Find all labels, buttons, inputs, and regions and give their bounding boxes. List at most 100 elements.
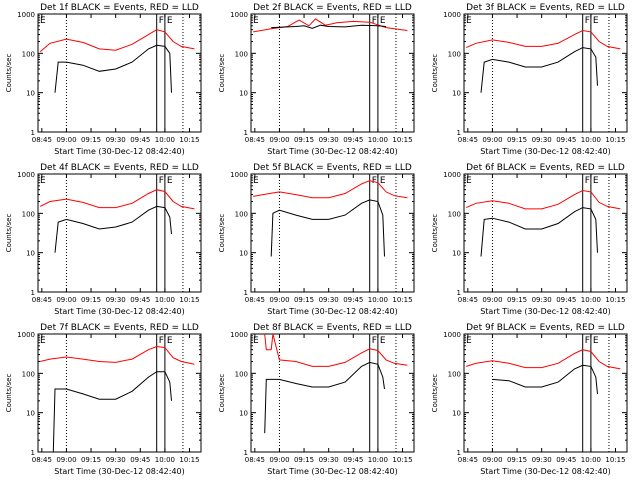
x-tick-label: 08:45 [245, 296, 265, 304]
x-tick-label: 10:15 [392, 136, 412, 144]
plot-frame [37, 13, 202, 133]
x-tick-label: 10:00 [155, 296, 175, 304]
y-tick-label: 100 [235, 50, 248, 58]
series-events-line [54, 205, 172, 253]
x-tick-label: 09:30 [532, 456, 552, 464]
chart-panel-7: Det 7f BLACK = Events, RED = LLD Counts/s… [5, 323, 202, 476]
x-axis-label: Start Time (30-Dec-12 08:42:40) [267, 307, 398, 316]
x-tick-label: 09:30 [106, 456, 126, 464]
end-marker-label: E [593, 336, 599, 346]
y-tick-label: 10 [452, 410, 461, 418]
plot-frame [463, 13, 628, 133]
end-marker-label: E [380, 336, 386, 346]
end-marker-label: E [40, 336, 46, 346]
y-axis-label: Counts/sec [5, 374, 13, 413]
series-events-line [480, 207, 598, 257]
x-tick-label: 09:15 [294, 296, 314, 304]
x-tick-label: 10:15 [392, 296, 412, 304]
end-marker-label: E [40, 16, 46, 26]
y-tick-label: 10 [26, 90, 35, 98]
end-marker-label: E [466, 16, 472, 26]
flare-marker-label: F [585, 176, 590, 186]
chart-panel-8: Det 8f BLACK = Events, RED = LLD Counts/s… [218, 323, 415, 476]
chart-title: Det 9f BLACK = Events, RED = LLD [466, 323, 625, 333]
x-tick-label: 09:45 [343, 456, 363, 464]
x-tick-label: 09:30 [106, 136, 126, 144]
chart-title: Det 5f BLACK = Events, RED = LLD [253, 163, 412, 173]
end-marker-label: E [167, 336, 173, 346]
chart-title: Det 2f BLACK = Events, RED = LLD [253, 3, 412, 13]
chart-panel-5: Det 5f BLACK = Events, RED = LLD Counts/s… [218, 163, 415, 316]
x-tick-label: 10:00 [581, 456, 601, 464]
flare-marker-label: F [372, 16, 377, 26]
x-tick-label: 09:45 [343, 296, 363, 304]
y-tick-label: 1 [457, 129, 461, 137]
series-lld-line [465, 189, 621, 210]
chart-panel-9: Det 9f BLACK = Events, RED = LLD Counts/s… [431, 323, 628, 476]
end-marker-label: E [40, 176, 46, 186]
y-tick-label: 10 [239, 250, 248, 258]
flare-marker-label: F [585, 16, 590, 26]
x-tick-label: 10:15 [179, 296, 199, 304]
end-marker-label: E [466, 336, 472, 346]
x-tick-label: 09:00 [56, 456, 76, 464]
x-tick-label: 10:00 [155, 456, 175, 464]
x-tick-label: 10:15 [605, 456, 625, 464]
x-tick-label: 09:45 [130, 296, 150, 304]
x-tick-label: 08:45 [32, 296, 52, 304]
x-tick-label: 09:00 [269, 296, 289, 304]
series-lld-line [39, 189, 195, 210]
y-tick-label: 1 [457, 449, 461, 457]
y-tick-label: 1 [244, 129, 248, 137]
series-lld-line [264, 333, 408, 367]
x-tick-label: 09:00 [56, 136, 76, 144]
x-tick-label: 09:15 [81, 136, 101, 144]
x-tick-label: 09:00 [482, 296, 502, 304]
x-tick-label: 09:15 [507, 296, 527, 304]
x-tick-label: 10:00 [368, 456, 388, 464]
x-tick-label: 10:15 [605, 136, 625, 144]
x-tick-label: 09:00 [269, 456, 289, 464]
x-axis-label: Start Time (30-Dec-12 08:42:40) [480, 467, 611, 476]
series-events-line [492, 364, 598, 394]
y-tick-label: 100 [448, 370, 461, 378]
chart-title: Det 8f BLACK = Events, RED = LLD [253, 323, 412, 333]
end-marker-label: E [380, 176, 386, 186]
x-axis-label: Start Time (30-Dec-12 08:42:40) [480, 147, 611, 156]
x-tick-label: 09:45 [130, 136, 150, 144]
x-tick-label: 08:45 [32, 136, 52, 144]
y-tick-label: 100 [448, 50, 461, 58]
y-tick-label: 10 [239, 410, 248, 418]
plot-frame [250, 173, 415, 293]
y-tick-label: 100 [448, 210, 461, 218]
flare-marker-label: F [159, 336, 164, 346]
series-lld-line [40, 345, 195, 365]
chart-title: Det 7f BLACK = Events, RED = LLD [40, 323, 199, 333]
x-tick-label: 09:45 [556, 136, 576, 144]
series-events-line [264, 361, 385, 434]
y-tick-label: 1 [457, 289, 461, 297]
y-tick-label: 100 [22, 370, 35, 378]
chart-panel-2: Det 2f BLACK = Events, RED = LLD Counts/s… [218, 3, 415, 156]
x-tick-label: 08:45 [245, 136, 265, 144]
chart-title: Det 4f BLACK = Events, RED = LLD [40, 163, 199, 173]
x-tick-label: 10:00 [368, 136, 388, 144]
chart-panel-1: Det 1f BLACK = Events, RED = LLD Counts/s… [5, 3, 202, 156]
series-lld-line [466, 349, 621, 370]
y-tick-label: 100 [22, 50, 35, 58]
y-tick-label: 10 [239, 90, 248, 98]
x-tick-label: 09:30 [319, 296, 339, 304]
end-marker-label: E [593, 176, 599, 186]
end-marker-label: E [167, 16, 173, 26]
x-tick-label: 09:30 [532, 296, 552, 304]
plot-frame [250, 13, 415, 133]
x-tick-label: 10:00 [155, 136, 175, 144]
x-axis-label: Start Time (30-Dec-12 08:42:40) [267, 147, 398, 156]
x-tick-label: 10:15 [605, 296, 625, 304]
chart-title: Det 3f BLACK = Events, RED = LLD [466, 3, 625, 13]
x-tick-label: 08:45 [458, 136, 478, 144]
plot-frame [463, 173, 628, 293]
y-tick-label: 100 [235, 210, 248, 218]
x-tick-label: 09:00 [269, 136, 289, 144]
